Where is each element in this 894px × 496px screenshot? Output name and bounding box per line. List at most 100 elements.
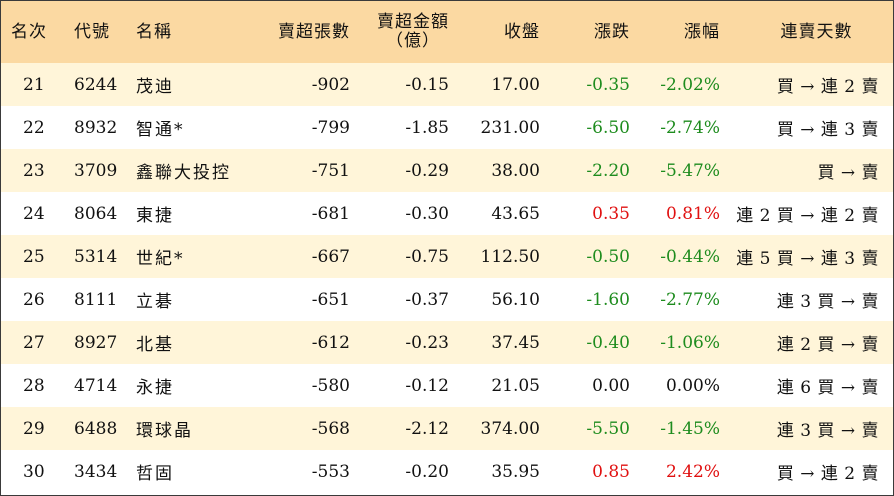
cell-change: -1.60 [586, 289, 630, 310]
table-row: 24 8064 東捷 -681 -0.30 43.65 0.35 0.81% 連 2 買 → 連… [1, 192, 893, 235]
header-code: 代號 [74, 22, 110, 42]
table-row: 25 5314 世紀* -667 -0.75 112.50 -0.50 -0.44% 連 5 買… [1, 235, 893, 278]
table-row: 23 3709 鑫聯大投控 -751 -0.29 38.00 -2.20 -5.47% 買 → … [1, 149, 893, 192]
cell-code: 8111 [74, 289, 118, 310]
table-row: 21 6244 茂迪 -902 -0.15 17.00 -0.35 -2.02% 買 → 連 2… [1, 63, 893, 106]
cell-streak: 連 3 買 → 賣 [776, 421, 879, 441]
cell-name: 智通* [136, 120, 185, 140]
cell-close: 21.05 [491, 375, 540, 396]
cell-change-pct: 0.00% [665, 375, 720, 396]
cell-name: 永捷 [136, 378, 174, 398]
cell-name: 立碁 [136, 292, 174, 312]
cell-code: 8064 [74, 203, 118, 224]
cell-change-pct: -1.45% [660, 418, 720, 439]
cell-close: 43.65 [491, 203, 540, 224]
cell-change-pct: -2.02% [660, 74, 720, 95]
cell-change: -0.40 [586, 332, 630, 353]
cell-change: 0.35 [592, 203, 630, 224]
header-net-sell-amount-line2: （億） [386, 31, 440, 51]
cell-net-sell-volume: -568 [311, 418, 350, 439]
cell-net-sell-amount: -0.12 [405, 375, 449, 396]
cell-streak: 連 3 買 → 賣 [776, 292, 879, 312]
cell-close: 35.95 [491, 461, 540, 482]
cell-net-sell-volume: -799 [311, 117, 350, 138]
cell-name: 北基 [136, 335, 174, 355]
cell-rank: 28 [23, 375, 45, 396]
cell-net-sell-amount: -0.29 [405, 160, 449, 181]
cell-close: 37.45 [491, 332, 540, 353]
cell-net-sell-amount: -0.75 [405, 246, 449, 267]
cell-code: 3434 [74, 461, 118, 482]
cell-net-sell-amount: -0.23 [405, 332, 449, 353]
cell-rank: 29 [23, 418, 45, 439]
cell-net-sell-volume: -580 [311, 375, 350, 396]
cell-change: 0.85 [592, 461, 630, 482]
cell-net-sell-volume: -651 [311, 289, 350, 310]
cell-net-sell-amount: -0.15 [405, 74, 449, 95]
header-change: 漲跌 [594, 22, 630, 42]
cell-name: 茂迪 [136, 77, 174, 97]
cell-close: 231.00 [480, 117, 540, 138]
cell-net-sell-amount: -0.20 [405, 461, 449, 482]
header-change-pct: 漲幅 [684, 22, 720, 42]
cell-code: 8927 [74, 332, 118, 353]
cell-change: -6.50 [586, 117, 630, 138]
cell-change-pct: -0.44% [660, 246, 720, 267]
cell-rank: 22 [23, 117, 45, 138]
cell-streak: 買 → 賣 [817, 163, 879, 183]
cell-change: -2.20 [586, 160, 630, 181]
cell-change: -0.50 [586, 246, 630, 267]
cell-change-pct: 2.42% [665, 461, 720, 482]
table-row: 28 4714 永捷 -580 -0.12 21.05 0.00 0.00% 連 6 買 → 賣 [1, 364, 893, 407]
cell-net-sell-amount: -2.12 [405, 418, 449, 439]
cell-code: 6244 [74, 74, 118, 95]
cell-streak: 買 → 連 2 賣 [776, 77, 879, 97]
cell-rank: 30 [23, 461, 45, 482]
cell-rank: 27 [23, 332, 45, 353]
cell-code: 8932 [74, 117, 118, 138]
table-row: 29 6488 環球晶 -568 -2.12 374.00 -5.50 -1.45% 連 3 買… [1, 407, 893, 450]
cell-net-sell-amount: -1.85 [405, 117, 449, 138]
cell-change: 0.00 [592, 375, 630, 396]
cell-change-pct: -2.77% [660, 289, 720, 310]
cell-name: 環球晶 [136, 421, 193, 441]
cell-streak: 買 → 連 3 賣 [776, 120, 879, 140]
table-row: 22 8932 智通* -799 -1.85 231.00 -6.50 -2.74% 買 → 連… [1, 106, 893, 149]
cell-change-pct: -1.06% [660, 332, 720, 353]
cell-net-sell-volume: -681 [311, 203, 350, 224]
header-name: 名稱 [136, 22, 172, 42]
cell-change-pct: 0.81% [665, 203, 720, 224]
table-row: 27 8927 北基 -612 -0.23 37.45 -0.40 -1.06% 連 2 買 →… [1, 321, 893, 364]
cell-net-sell-volume: -751 [311, 160, 350, 181]
table-row: 26 8111 立碁 -651 -0.37 56.10 -1.60 -2.77% 連 3 買 →… [1, 278, 893, 321]
cell-close: 374.00 [480, 418, 540, 439]
cell-close: 56.10 [491, 289, 540, 310]
cell-close: 112.50 [480, 246, 540, 267]
header-close: 收盤 [504, 22, 540, 42]
table-body: 21 6244 茂迪 -902 -0.15 17.00 -0.35 -2.02% 買 → 連 2… [1, 63, 893, 493]
table-header: 名次 代號 名稱 賣超張數 賣超金額 （億） 收盤 漲跌 漲幅 連賣天數 [1, 1, 893, 63]
cell-change-pct: -2.74% [660, 117, 720, 138]
cell-name: 東捷 [136, 206, 174, 226]
cell-net-sell-volume: -612 [311, 332, 350, 353]
cell-streak: 連 5 買 → 連 3 賣 [736, 249, 879, 269]
cell-net-sell-amount: -0.37 [405, 289, 449, 310]
cell-streak: 連 2 買 → 賣 [776, 335, 879, 355]
header-net-sell-amount-line1: 賣超金額 [377, 12, 449, 32]
cell-code: 4714 [74, 375, 118, 396]
cell-net-sell-amount: -0.30 [405, 203, 449, 224]
cell-rank: 24 [23, 203, 45, 224]
cell-rank: 26 [23, 289, 45, 310]
cell-net-sell-volume: -553 [311, 461, 350, 482]
cell-code: 5314 [74, 246, 118, 267]
cell-rank: 23 [23, 160, 45, 181]
cell-name: 世紀* [136, 249, 185, 269]
cell-close: 17.00 [491, 74, 540, 95]
header-net-sell-amount-label: 賣超金額 （億） [377, 13, 449, 51]
cell-rank: 21 [23, 74, 45, 95]
cell-name: 鑫聯大投控 [136, 163, 231, 183]
cell-streak: 買 → 連 2 賣 [776, 464, 879, 484]
cell-close: 38.00 [491, 160, 540, 181]
cell-net-sell-volume: -902 [311, 74, 350, 95]
